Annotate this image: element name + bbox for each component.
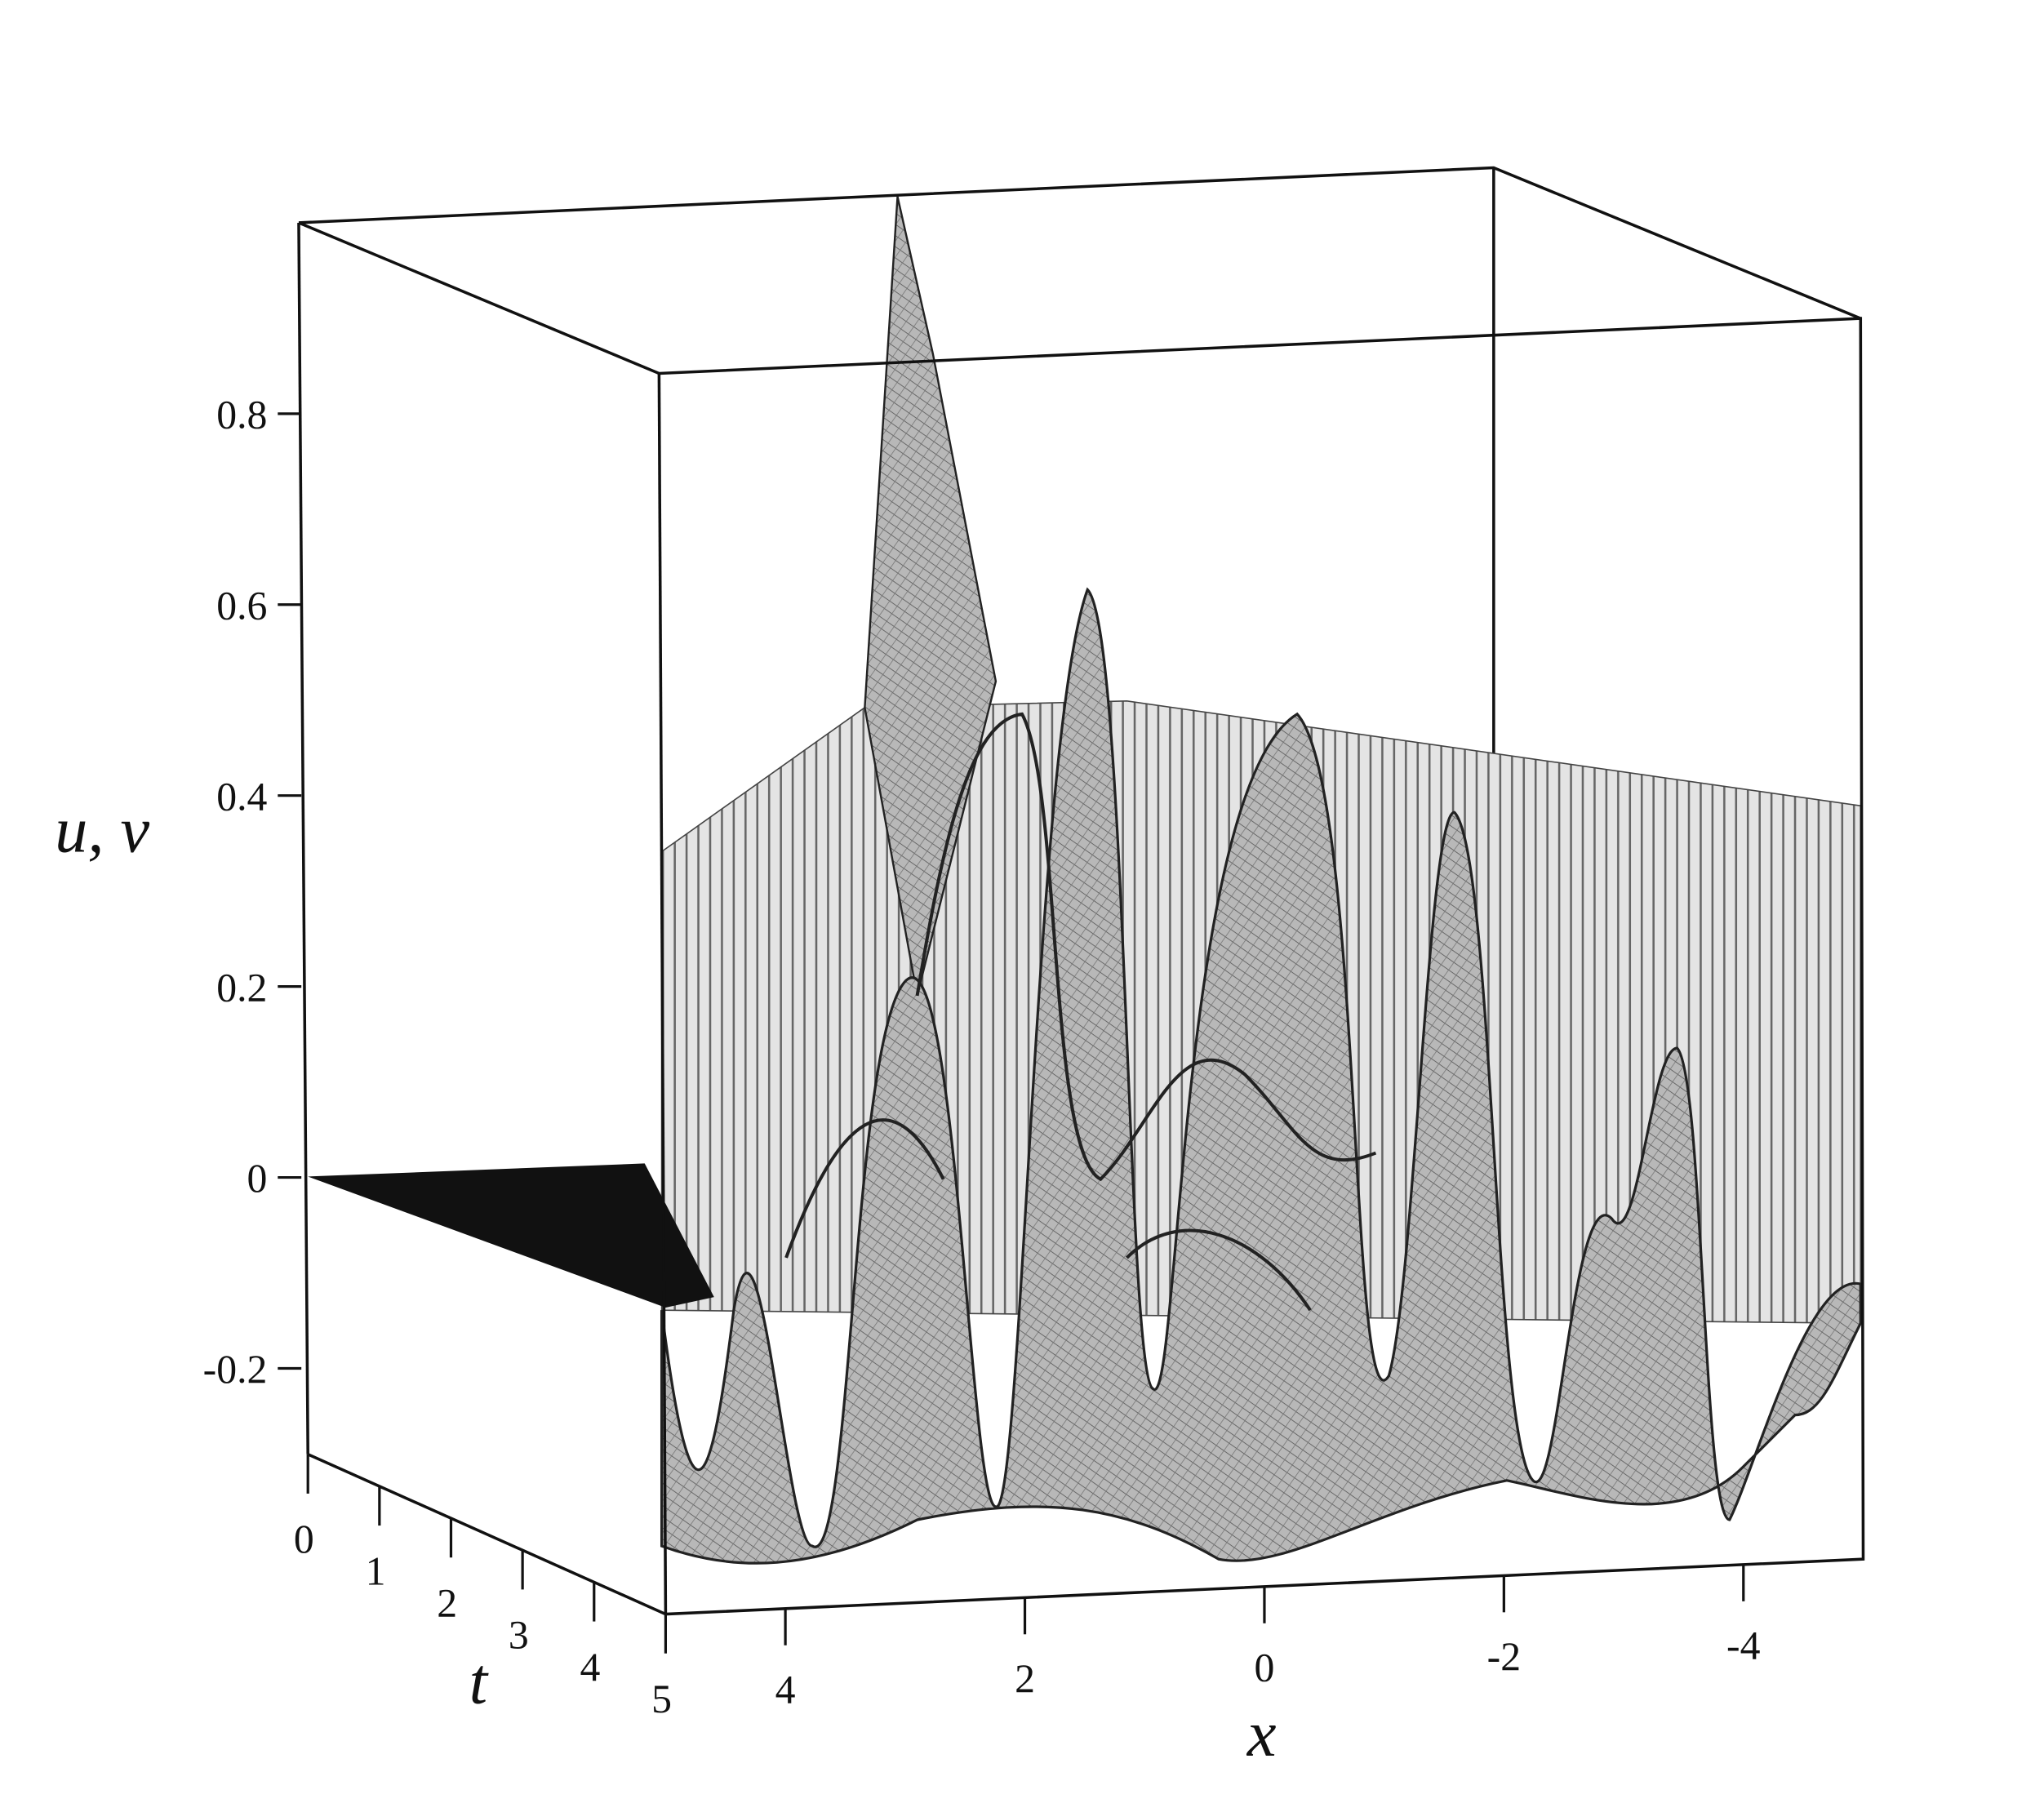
t-tick-label: 1: [366, 1548, 386, 1593]
z-tick-label: 0.4: [216, 774, 267, 819]
z-tick-label: 0.2: [216, 965, 267, 1010]
z-tick-label: -0.2: [203, 1347, 268, 1392]
axes: -0.2 0 0.2 0.4 0.6 0.8 4 2 0 -2 -4 0 1 2 3 4 5: [203, 393, 1761, 1721]
z-tick-label: 0: [247, 1156, 268, 1201]
surface: [308, 196, 1862, 1565]
x-tick-label: 4: [775, 1667, 796, 1712]
t-axis-title: t: [469, 1645, 489, 1718]
z-tick-label: 0.8: [216, 393, 267, 437]
z-tick-label: 0.6: [216, 583, 267, 628]
plot-box-front: [298, 221, 1865, 1616]
t-tick-label: 0: [294, 1517, 314, 1561]
t-tick-label: 4: [580, 1645, 601, 1690]
x-axis-title: x: [1246, 1698, 1277, 1770]
t-tick-label: 3: [509, 1613, 529, 1658]
x-tick-label: 0: [1255, 1645, 1275, 1690]
x-tick-label: -4: [1726, 1623, 1761, 1668]
x-tick-label: -2: [1487, 1634, 1521, 1679]
z-axis-title: u, v: [55, 793, 149, 866]
t-tick-label: 5: [651, 1677, 672, 1721]
t-tick-label: 2: [437, 1580, 457, 1625]
x-tick-label: 2: [1015, 1656, 1035, 1701]
